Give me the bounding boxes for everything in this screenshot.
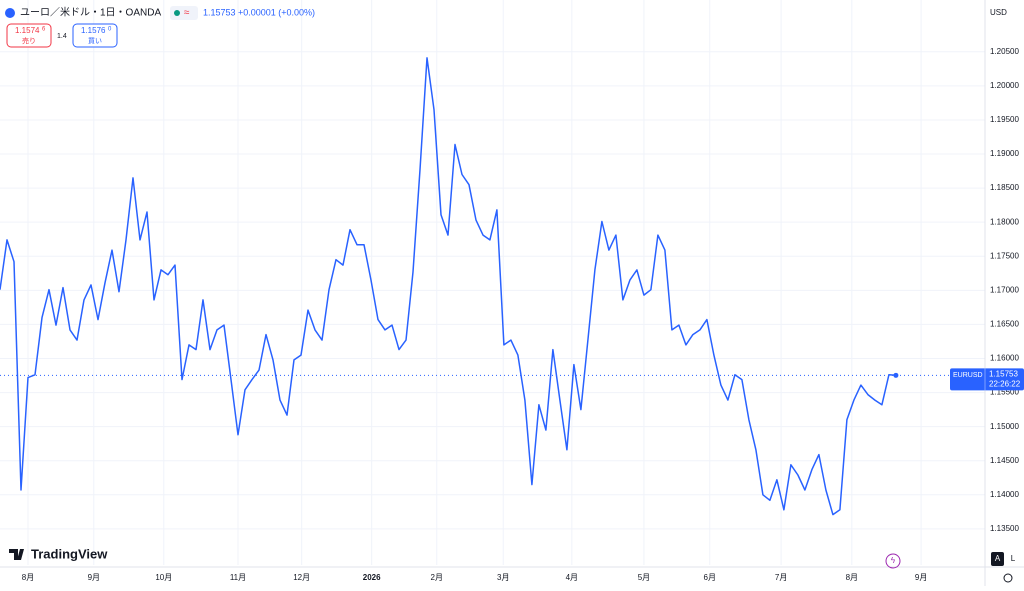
market-status: [174, 10, 180, 16]
tag-price: 1.15753: [989, 369, 1018, 378]
alert-bolt: ϟ: [891, 556, 896, 565]
plot: [0, 57, 985, 516]
y-tick-label: 1.17500: [990, 251, 1019, 260]
y-tick-label: 1.20000: [990, 81, 1019, 90]
x-tick-label: 9月: [915, 573, 927, 582]
sell-price-small: 6: [42, 27, 46, 33]
x-tick-label: 10月: [155, 573, 172, 582]
y-tick-label: 1.14500: [990, 456, 1019, 465]
delay-icon: ≈: [184, 8, 190, 19]
settings-icon[interactable]: [1003, 573, 1013, 583]
y-tick-label: 1.19500: [990, 115, 1019, 124]
brand-logo: [9, 549, 24, 560]
status-badge: [170, 6, 198, 20]
symbol-icon: [5, 8, 15, 18]
buy-label: 買い: [88, 37, 102, 45]
x-tick-label: 3月: [497, 573, 509, 582]
sell-price: 1.1574: [15, 26, 40, 35]
last-point: [893, 372, 899, 378]
currency[interactable]: USD: [990, 8, 1007, 17]
sell-label: 売り: [22, 36, 36, 45]
log-label[interactable]: L: [1011, 554, 1016, 563]
y-tick-label: 1.20500: [990, 47, 1019, 56]
y-tick-label: 1.16500: [990, 320, 1019, 329]
buy-price: 1.1576: [81, 26, 106, 35]
sell-button[interactable]: [6, 23, 52, 48]
y-tick-label: 1.18000: [990, 217, 1019, 226]
grid: [0, 0, 985, 565]
tag-countdown: 22:26:22: [989, 379, 1021, 388]
x-tick-label: 2月: [431, 573, 443, 582]
y-tick-label: 1.17000: [990, 285, 1019, 294]
header-price: 1.15753: [203, 7, 236, 17]
x-tick-label: 8月: [846, 573, 858, 582]
alert-icon[interactable]: [885, 553, 901, 569]
x-tick-label: 9月: [88, 573, 100, 582]
x-tick-label: 12月: [293, 573, 310, 582]
y-tick-label: 1.15000: [990, 422, 1019, 431]
tag-symbol: EURUSD: [953, 372, 983, 379]
x-tick-label: 8月: [22, 573, 34, 582]
x-tick-label: 7月: [775, 573, 787, 582]
auto-button[interactable]: [991, 552, 1004, 566]
buy-price-small: 0: [108, 27, 112, 33]
y-tick-label: 1.13500: [990, 524, 1019, 533]
buy-button[interactable]: [72, 23, 118, 48]
y-tick-label: 1.19000: [990, 149, 1019, 158]
auto-label: A: [995, 554, 1001, 563]
spread: 1.4: [57, 33, 67, 40]
y-tick-label: 1.15500: [990, 388, 1019, 397]
x-tick-label: 5月: [638, 573, 650, 582]
y-tick-label: 1.18500: [990, 183, 1019, 192]
x-tick-label: 2026: [363, 573, 381, 582]
price-line: [0, 57, 896, 516]
symbol-title: ユーロ／米ドル・1日・OANDA: [20, 6, 161, 19]
last-price-tag: [950, 368, 1024, 391]
y-tick-label: 1.16000: [990, 354, 1019, 363]
y-tick-label: 1.14000: [990, 490, 1019, 499]
header-change: +0.00001 (+0.00%): [238, 7, 315, 17]
brand: TradingView: [31, 546, 108, 561]
x-tick-label: 6月: [704, 573, 716, 582]
x-tick-label: 11月: [230, 573, 246, 582]
x-tick-label: 4月: [566, 573, 578, 582]
